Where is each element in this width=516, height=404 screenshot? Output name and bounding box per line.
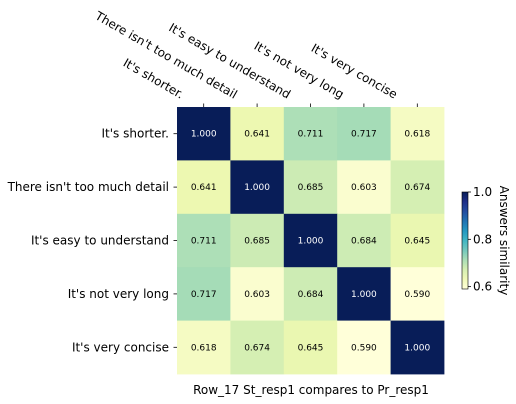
heatmap-cell xyxy=(283,160,338,215)
heatmap-cells xyxy=(177,107,445,375)
colorbar-label: Answers similarity xyxy=(497,186,511,296)
y-tick-label: It's easy to understand xyxy=(31,234,169,248)
heatmap-cell xyxy=(230,320,285,375)
heatmap-cell xyxy=(337,320,391,375)
heatmap-cell xyxy=(283,107,338,161)
heatmap-cell xyxy=(390,267,445,321)
cell-value-label: 0.685 xyxy=(244,237,270,247)
colorbar-tick-label: 0.8 xyxy=(473,232,492,246)
heatmap-cell xyxy=(283,213,338,268)
heatmap-cell xyxy=(337,107,391,161)
cell-value-label: 0.685 xyxy=(298,183,324,193)
cell-value-label: 1.000 xyxy=(298,237,324,247)
x-tick-labels: It's shorter.There isn't too much detail… xyxy=(92,8,418,107)
cell-value-label: 0.717 xyxy=(191,290,217,300)
cell-value-label: 0.641 xyxy=(244,130,270,140)
x-axis-label: Row_17 St_resp1 compares to Pr_resp1 xyxy=(193,383,429,397)
cell-value-label: 0.590 xyxy=(351,343,377,353)
heatmap-cell xyxy=(177,160,231,215)
cell-value-label: 0.684 xyxy=(298,290,324,300)
y-tick-label: There isn't too much detail xyxy=(7,180,169,194)
heatmap-cell xyxy=(390,320,445,375)
heatmap-cell xyxy=(337,213,391,268)
heatmap-cell xyxy=(177,213,231,268)
cell-value-label: 0.711 xyxy=(298,130,324,140)
heatmap-cell xyxy=(177,107,231,161)
cell-value-label: 0.717 xyxy=(351,130,377,140)
cell-value-label: 0.684 xyxy=(351,237,377,247)
colorbar-tick-label: 0.6 xyxy=(473,280,492,294)
cell-value-label: 0.645 xyxy=(404,237,430,247)
y-tick-label: It's not very long xyxy=(68,287,169,301)
cell-value-label: 0.641 xyxy=(191,183,217,193)
heatmap-cell xyxy=(230,267,285,321)
heatmap-cell xyxy=(230,160,285,215)
cell-value-label: 0.603 xyxy=(244,290,270,300)
x-tick-label: It's not very long xyxy=(252,39,347,102)
heatmap-cell xyxy=(230,213,285,268)
cell-value-label: 0.645 xyxy=(298,343,324,353)
heatmap-cell xyxy=(283,320,338,375)
y-tick-label: It's very concise xyxy=(72,340,169,354)
heatmap-cell-labels: 1.000 0.641 0.711 0.717 0.618 0.641 1.000 0.685… xyxy=(191,130,431,354)
y-tick-labels: It's shorter. There isn't too much detail… xyxy=(7,127,177,354)
colorbar-gradient xyxy=(461,191,469,290)
cell-value-label: 1.000 xyxy=(404,343,430,353)
cell-value-label: 0.674 xyxy=(404,183,430,193)
cell-value-label: 1.000 xyxy=(191,130,217,140)
heatmap-cell xyxy=(230,107,285,161)
x-tick-label: It's very concise xyxy=(309,41,400,102)
heatmap-cell xyxy=(390,160,445,215)
colorbar: 0.6 0.8 1.0 Answers similarity xyxy=(461,185,511,296)
heatmap-cell xyxy=(177,320,231,375)
cell-value-label: 1.000 xyxy=(351,290,377,300)
colorbar-tick-label: 1.0 xyxy=(473,185,492,199)
heatmap-cell xyxy=(177,267,231,321)
heatmap-cell xyxy=(283,267,338,321)
heatmap-cell xyxy=(337,267,391,321)
cell-value-label: 0.603 xyxy=(351,183,377,193)
cell-value-label: 0.590 xyxy=(404,290,430,300)
cell-value-label: 0.618 xyxy=(404,130,430,140)
cell-value-label: 0.674 xyxy=(244,343,270,353)
cell-value-label: 1.000 xyxy=(244,183,270,193)
heatmap-cell xyxy=(337,160,391,215)
cell-value-label: 0.618 xyxy=(191,343,217,353)
y-tick-label: It's shorter. xyxy=(102,127,169,141)
heatmap-cell xyxy=(390,107,445,161)
cell-value-label: 0.711 xyxy=(191,237,217,247)
heatmap-cell xyxy=(390,213,445,268)
